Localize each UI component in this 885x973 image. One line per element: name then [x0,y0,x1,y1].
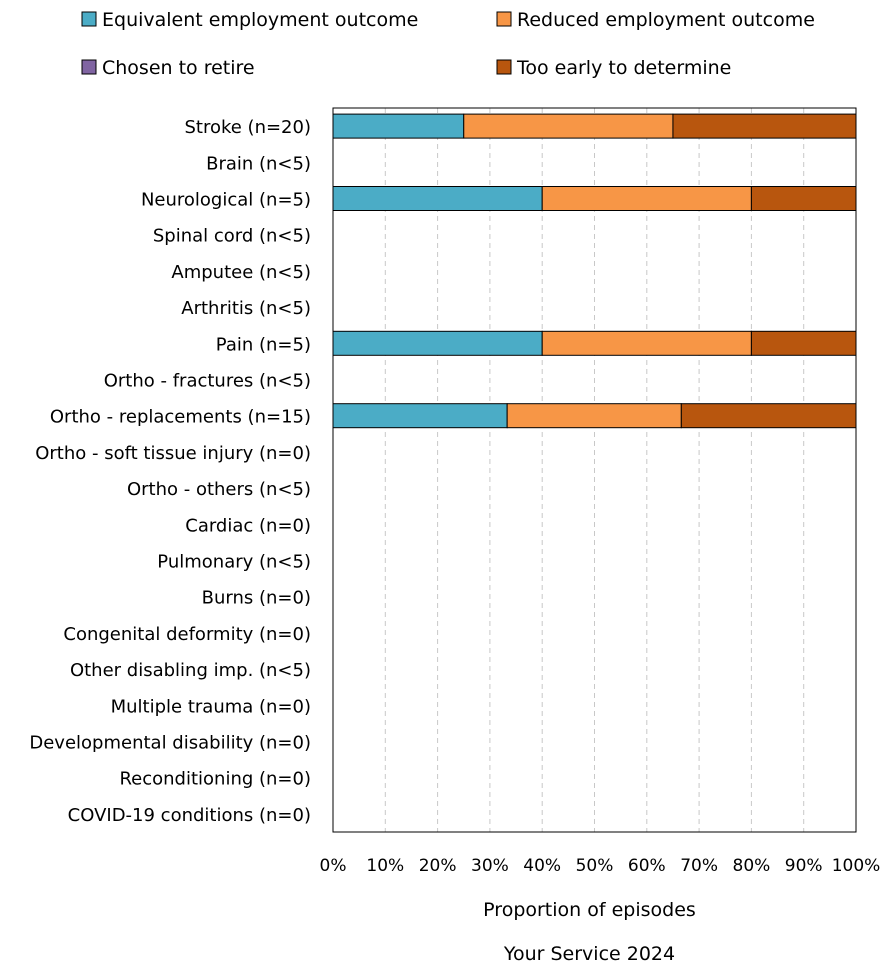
y-tick-label: Ortho - others (n<5) [127,479,311,500]
bar-segment [332,403,508,429]
legend-label: Equivalent employment outcome [102,9,418,31]
legend-swatch [496,11,512,27]
legend-label: Too early to determine [516,57,731,79]
y-tick-label: Reconditioning (n=0) [119,769,311,790]
bar-segment [332,113,465,139]
bar-segment [541,330,752,356]
y-tick-label: Neurological (n=5) [141,190,311,211]
x-tick-label: 50% [576,856,614,876]
y-tick-label: Amputee (n<5) [171,262,311,283]
x-axis-labels: 0% 10% 20% 30% 40% 50% 60% 70% 80% 90% 100% [320,856,881,876]
bar-segment [750,186,857,211]
y-tick-label: Ortho - fractures (n<5) [104,371,311,392]
y-tick-label: Pain (n=5) [216,334,311,355]
x-tick-label: 70% [680,856,718,876]
bar-segment [463,113,674,139]
x-axis-title: Proportion of episodes [483,899,696,921]
bar-segment [332,330,543,356]
y-tick-label: Ortho - soft tissue injury (n=0) [35,443,311,464]
plot-frame [332,107,857,833]
legend-swatch [81,59,97,75]
y-axis-labels: Stroke (n=20) Brain (n<5) Neurological (n=… [29,117,311,826]
bar-segment [506,403,682,429]
x-tick-label: 60% [628,856,666,876]
y-tick-label: Arthritis (n<5) [181,298,311,319]
y-tick-label: Spinal cord (n<5) [153,226,311,247]
y-tick-label: Cardiac (n=0) [185,515,311,536]
x-tick-label: 40% [523,856,561,876]
bar-segment [750,330,857,356]
legend-swatch [496,59,512,75]
x-tick-label: 30% [471,856,509,876]
bar-segment [541,186,752,211]
legend-label: Chosen to retire [102,57,255,79]
bar-segment [680,403,857,429]
x-tick-label: 100% [832,856,881,876]
x-tick-label: 10% [366,856,404,876]
grid [384,108,805,832]
legend-label: Reduced employment outcome [517,9,815,31]
x-tick-label: 90% [785,856,823,876]
y-tick-label: Ortho - replacements (n=15) [50,407,311,428]
bars [332,113,857,429]
x-tick-label: 80% [733,856,771,876]
chart-title: Your Service 2024 [503,943,675,965]
y-tick-label: Multiple trauma (n=0) [111,696,311,717]
y-tick-label: Congenital deformity (n=0) [63,624,311,645]
x-tick-label: 20% [419,856,457,876]
x-tick-label: 0% [320,856,347,876]
y-tick-label: Developmental disability (n=0) [29,733,311,754]
legend: Equivalent employment outcome Reduced emp… [81,9,815,79]
y-tick-label: Stroke (n=20) [184,117,311,138]
y-tick-label: Pulmonary (n<5) [157,552,311,573]
y-tick-label: Brain (n<5) [206,153,311,174]
y-tick-label: Burns (n=0) [202,588,311,609]
y-tick-label: Other disabling imp. (n<5) [70,660,311,681]
bar-segment [672,113,857,139]
legend-swatch [81,11,97,27]
y-tick-label: COVID-19 conditions (n=0) [68,805,311,826]
bar-segment [332,186,543,211]
